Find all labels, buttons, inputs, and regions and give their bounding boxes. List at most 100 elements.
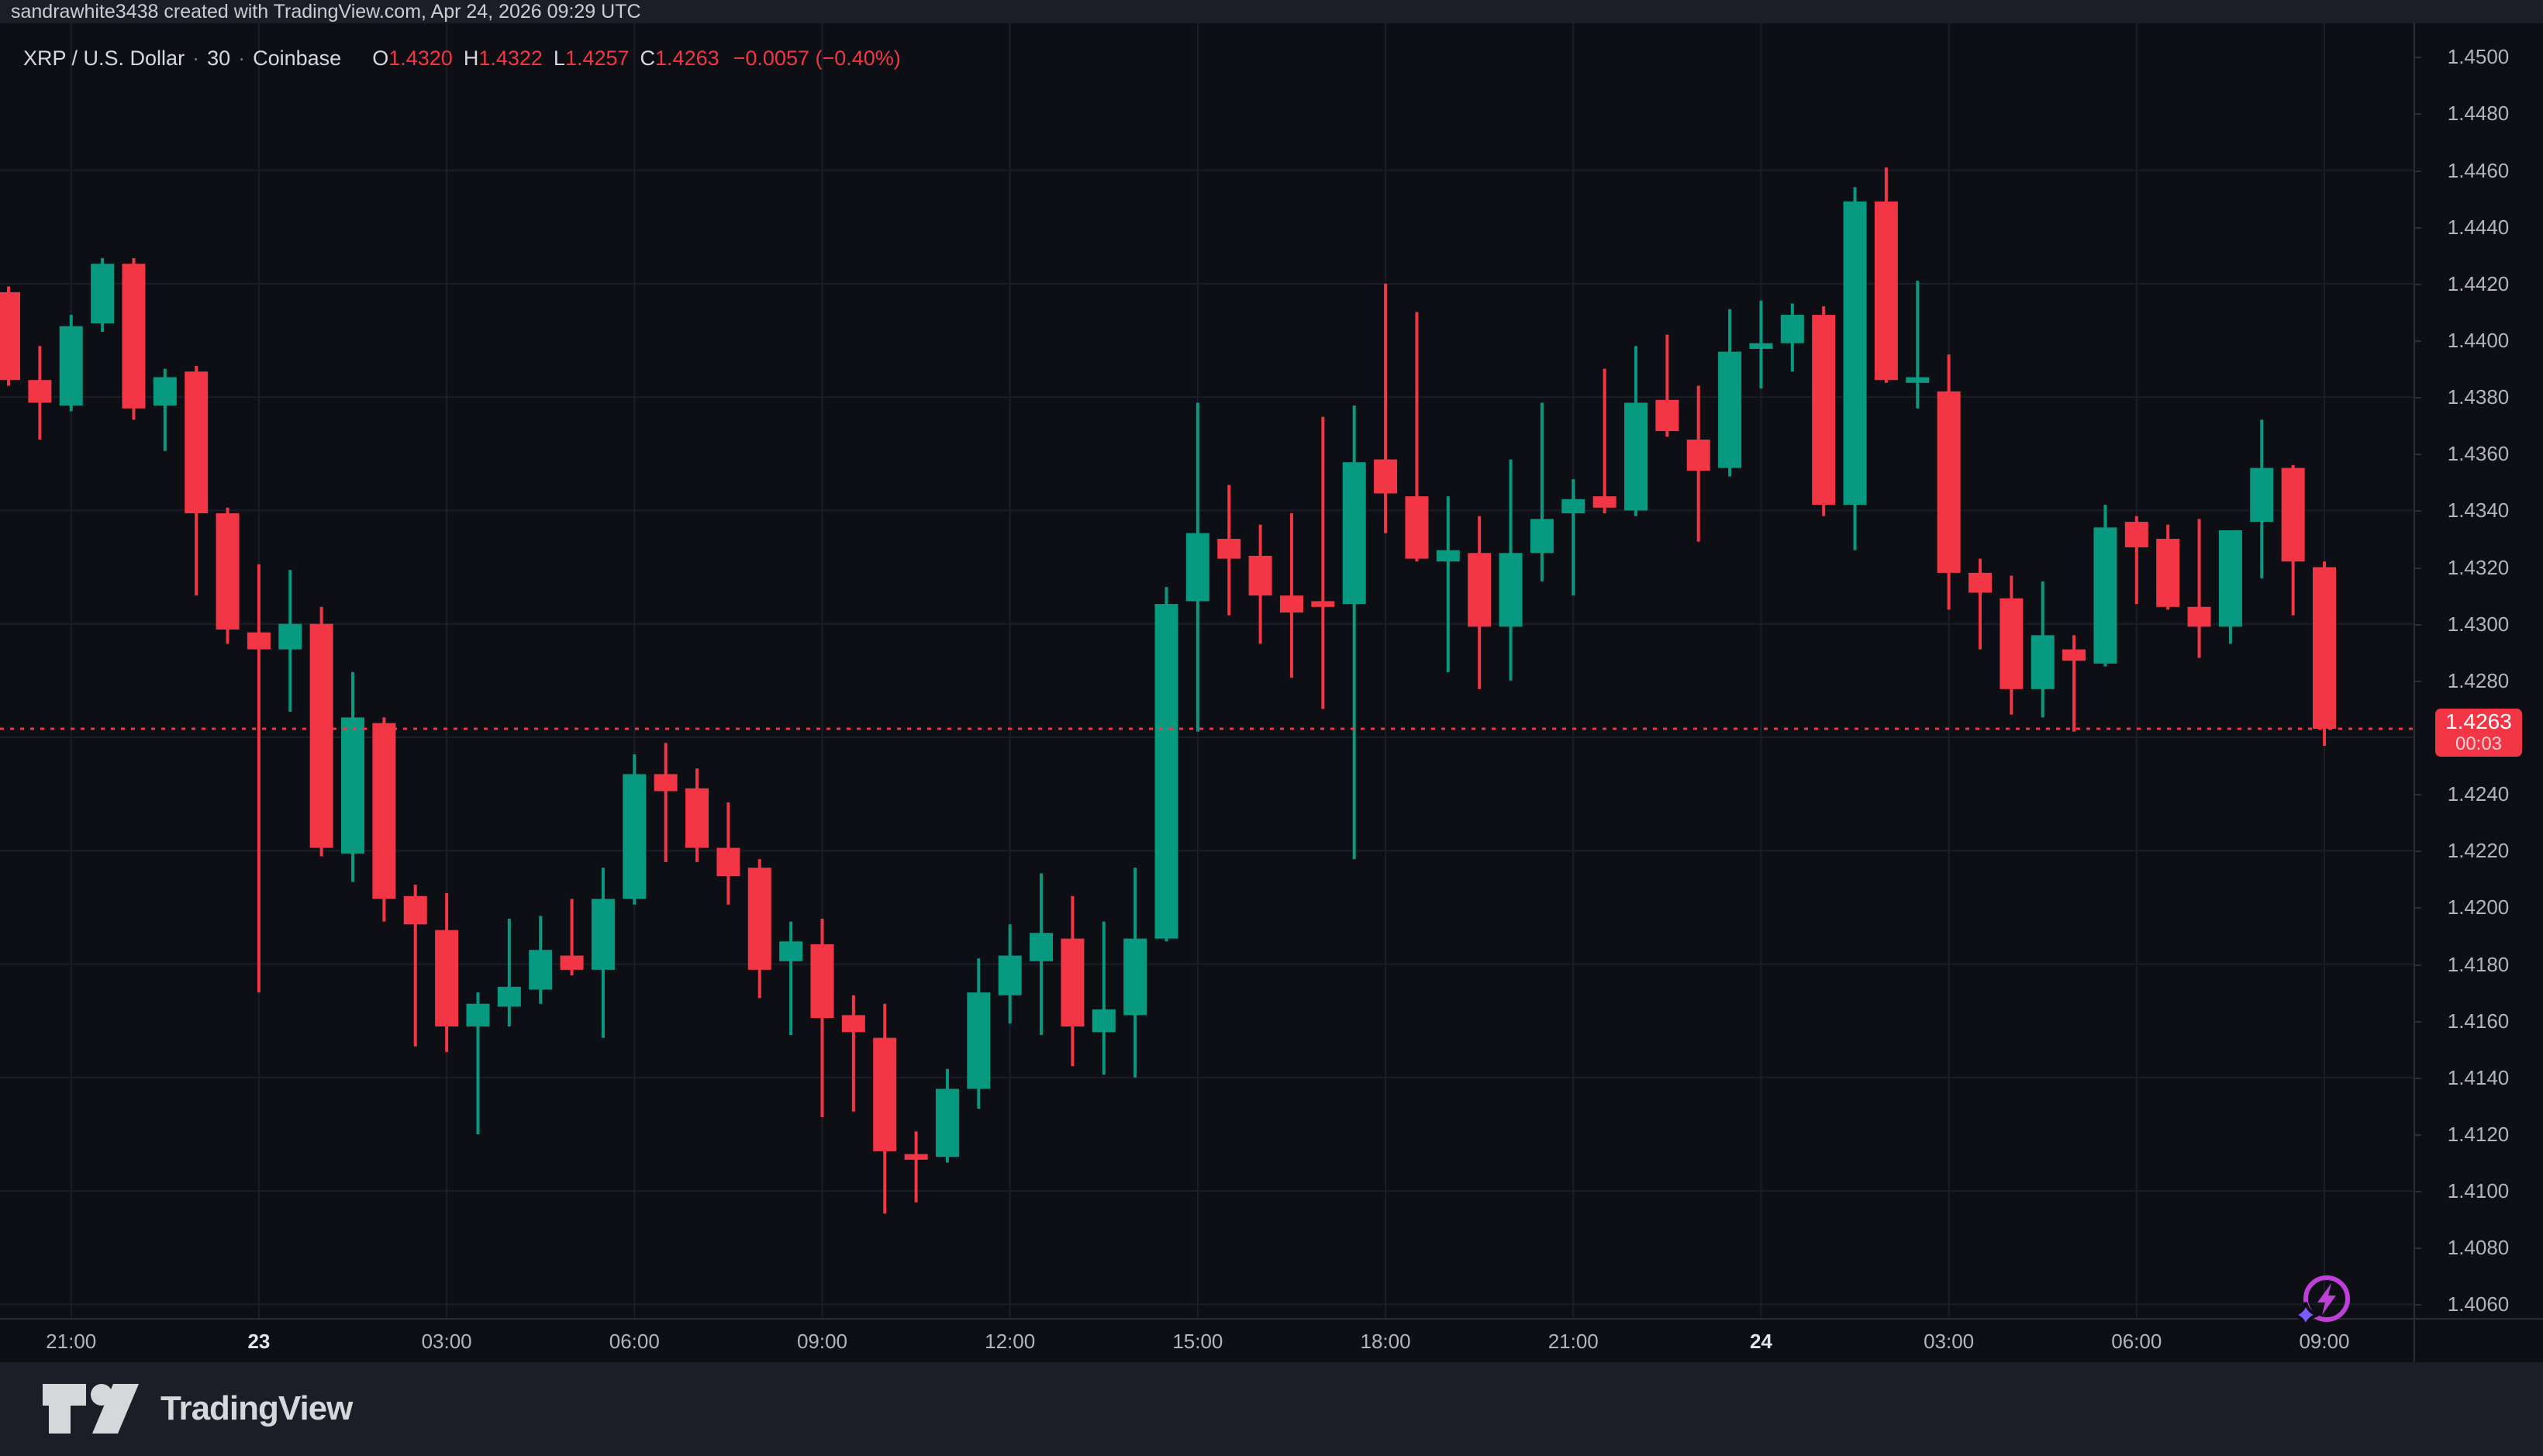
candle-23 12:30 [1030, 873, 1054, 1035]
candle-23 14:30 [1154, 587, 1178, 942]
tradingview-logo[interactable]: TradingView [43, 1382, 353, 1435]
price-tick-label: 1.4080 [2447, 1236, 2510, 1260]
low-value: 1.4257 [564, 47, 630, 70]
candle-22 20:00 [0, 286, 20, 386]
candle-23 12:00 [998, 924, 1022, 1024]
lightning-bolt-icon [2317, 1283, 2336, 1315]
candle-23 03:00 [435, 893, 459, 1052]
legend-separator: · [238, 47, 246, 70]
time-tick-label: 21:00 [1548, 1330, 1599, 1353]
interval-value[interactable]: 30 [207, 47, 231, 70]
price-tick-mark [2414, 680, 2421, 682]
price-tick-label: 1.4460 [2447, 158, 2510, 182]
lightning-boost-icon[interactable] [2293, 1268, 2358, 1333]
candle-24 08:30 [2281, 464, 2305, 616]
price-tick-label: 1.4220 [2447, 839, 2510, 863]
candle-23 01:00 [309, 606, 333, 857]
price-tick-label: 1.4180 [2447, 952, 2510, 976]
price-tick-label: 1.4340 [2447, 499, 2510, 523]
high-value: 1.4322 [478, 47, 543, 70]
time-tick-label: 09:00 [796, 1330, 848, 1353]
symbol-title[interactable]: XRP / U.S. Dollar [23, 47, 185, 70]
candle-23 13:30 [1092, 921, 1116, 1075]
candle-24 03:00 [1937, 354, 1961, 610]
price-tick-mark [2414, 340, 2421, 342]
candlestick-plot[interactable] [0, 23, 2414, 1318]
legend-separator: · [192, 47, 200, 70]
price-tick-label: 1.4360 [2447, 442, 2510, 466]
candle-23 16:00 [1248, 524, 1272, 644]
candle-23 05:30 [591, 868, 615, 1038]
price-tick-mark [2414, 454, 2421, 456]
open-value: 1.4320 [388, 47, 453, 70]
candle-24 02:30 [1906, 281, 1930, 409]
price-tick-mark [2414, 57, 2421, 59]
candle-23 08:30 [779, 921, 803, 1035]
candle-23 18:00 [1374, 283, 1398, 533]
price-tick-mark [2414, 623, 2421, 626]
tradingview-mark-icon [43, 1384, 139, 1434]
candle-23 20:00 [1499, 459, 1523, 681]
open-label: O [372, 47, 389, 70]
candle-24 03:30 [1968, 558, 1992, 650]
candle-22 20:30 [28, 346, 52, 440]
candle-23 06:30 [654, 743, 678, 862]
price-tick-label: 1.4440 [2447, 215, 2510, 239]
price-tick-label: 1.4500 [2447, 45, 2510, 69]
candle-23 23:00 [1686, 385, 1710, 542]
candle-24 02:00 [1874, 167, 1898, 383]
candle-23 00:00 [247, 564, 271, 993]
candle-23 08:00 [747, 859, 771, 999]
candle-23 06:00 [623, 754, 647, 905]
price-tick-label: 1.4160 [2447, 1009, 2510, 1033]
candle-23 11:30 [967, 958, 991, 1109]
price-tick-label: 1.4200 [2447, 895, 2510, 919]
exchange-name[interactable]: Coinbase [253, 47, 342, 70]
candle-22 21:30 [91, 257, 115, 333]
time-tick-label: 06:00 [609, 1330, 660, 1353]
sparkle-icon [2293, 1302, 2319, 1328]
price-tick-label: 1.4120 [2447, 1122, 2510, 1146]
circle-outline [2303, 1275, 2350, 1322]
candle-24 01:30 [1843, 187, 1867, 550]
price-tick-label: 1.4420 [2447, 271, 2510, 295]
candle-22 22:30 [153, 368, 177, 451]
candle-23 03:30 [466, 992, 490, 1134]
candle-23 00:30 [278, 570, 302, 712]
price-tick-label: 1.4240 [2447, 782, 2510, 806]
candle-22 22:00 [122, 257, 146, 420]
last-price-value: 1.4263 [2445, 709, 2512, 733]
candle-23 17:30 [1342, 405, 1366, 860]
price-tick-mark [2414, 794, 2421, 796]
candle-23 20:30 [1530, 402, 1554, 581]
candle-23 21:00 [1561, 479, 1585, 596]
low-label: L [553, 47, 565, 70]
candle-23 02:30 [403, 885, 427, 1047]
price-tick-mark [2414, 397, 2421, 399]
candle-23 13:00 [1061, 895, 1085, 1067]
candle-24 04:00 [2000, 575, 2024, 715]
price-axis[interactable]: 1.4500 1.4480 1.4460 1.4440 1.4420 1.4400 1.43… [2414, 23, 2543, 1362]
candle-23 17:00 [1311, 416, 1335, 709]
candle-23 14:00 [1123, 868, 1147, 1078]
price-tick-mark [2414, 1020, 2421, 1023]
candle-24 00:30 [1780, 303, 1804, 372]
time-axis[interactable]: 21:00 23 03:00 06:00 09:00 12:00 15:00 18:00 21:… [0, 1318, 2414, 1362]
price-tick-mark [2414, 170, 2421, 172]
candle-23 09:30 [841, 995, 865, 1112]
candle-23 23:30 [1718, 309, 1742, 477]
price-tick-mark [2414, 1133, 2421, 1136]
price-tick-mark [2414, 226, 2421, 229]
candle-24 06:00 [2124, 516, 2148, 605]
candle-24 06:30 [2156, 524, 2180, 610]
candle-24 08:00 [2250, 419, 2274, 579]
time-tick-label: 15:00 [1172, 1330, 1223, 1353]
price-tick-label: 1.4140 [2447, 1065, 2510, 1089]
price-tick-mark [2414, 907, 2421, 909]
high-label: H [463, 47, 479, 70]
candle-24 07:30 [2218, 530, 2242, 644]
candle-23 15:00 [1185, 402, 1209, 732]
candle-23 01:30 [341, 671, 365, 882]
candle-23 07:30 [716, 802, 740, 905]
candle-23 07:00 [685, 768, 709, 862]
